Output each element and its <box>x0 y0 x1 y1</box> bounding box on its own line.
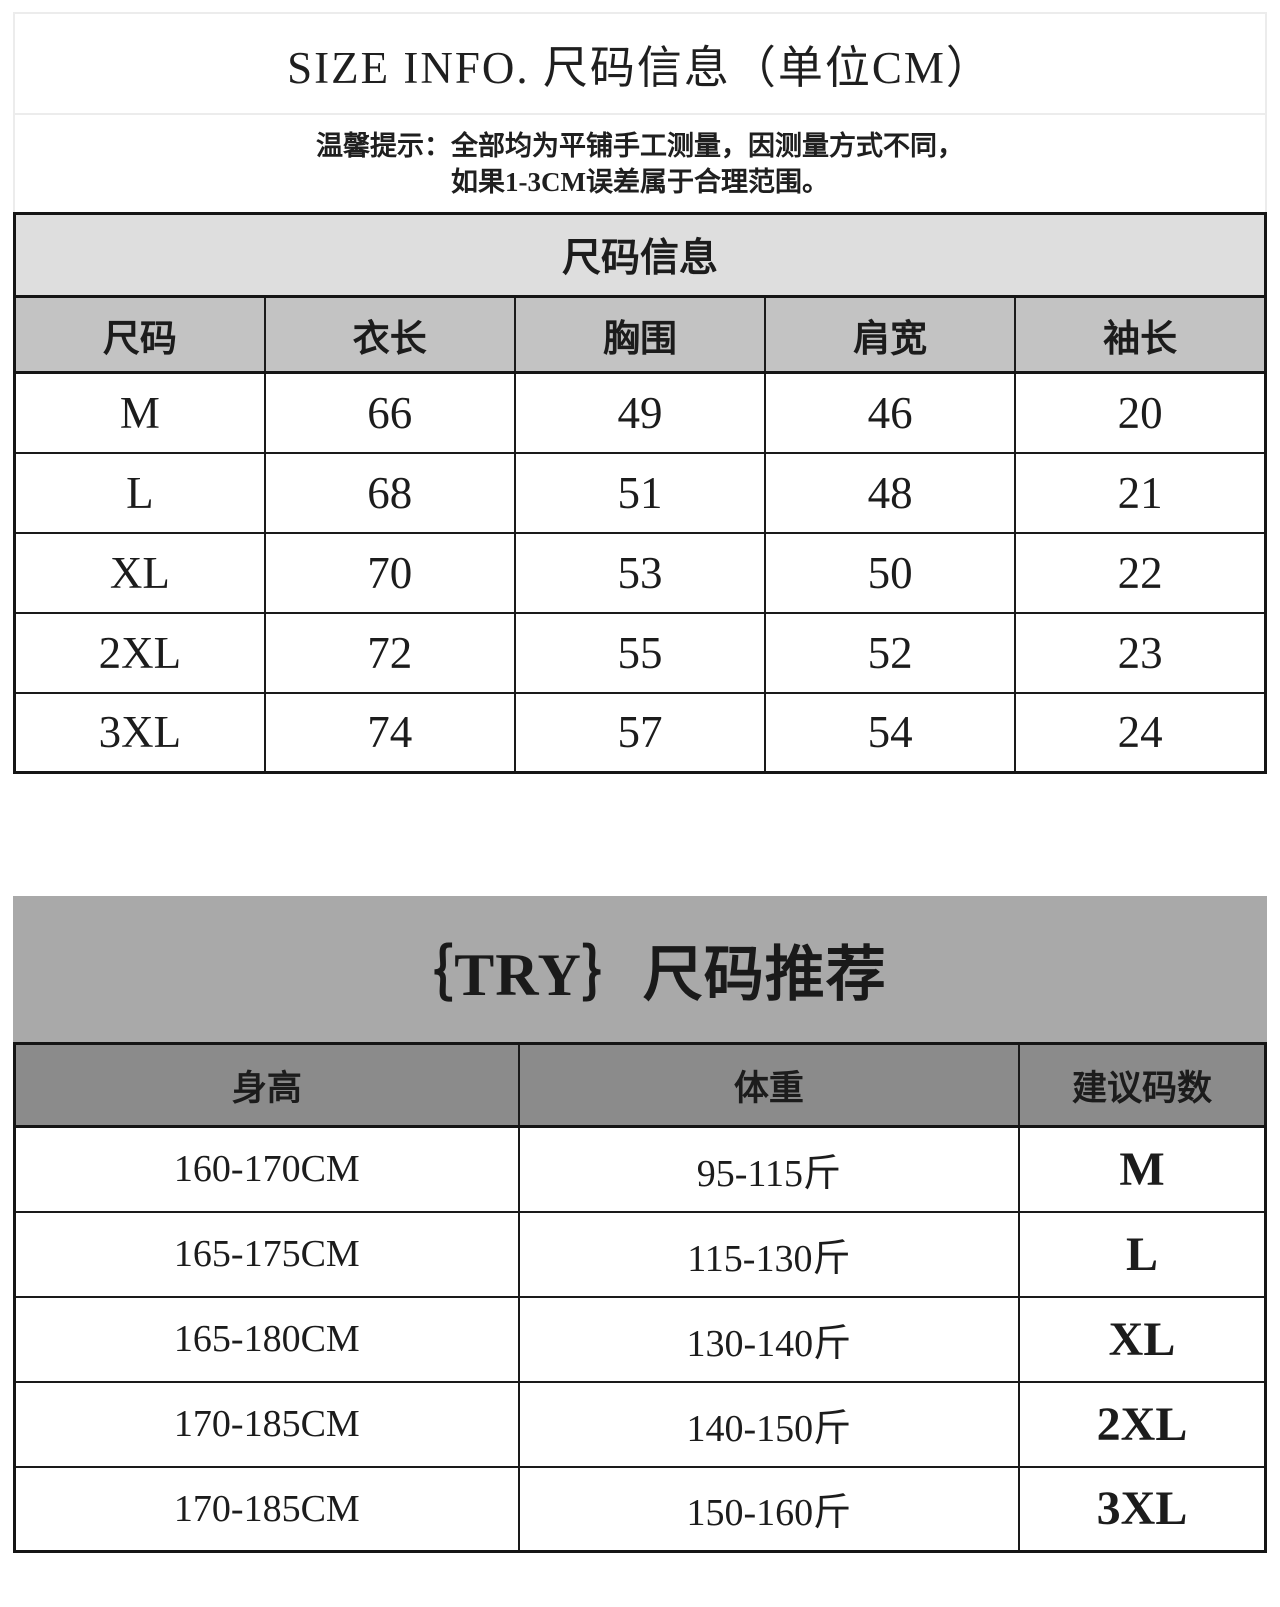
size-table-banner-row: 尺码信息 <box>13 212 1267 298</box>
recommended-size-cell: M <box>1018 1125 1267 1213</box>
length-value-cell: 72 <box>263 611 516 694</box>
size-col-header: 尺码 <box>13 295 266 374</box>
size-recommend-table: 身高 体重 建议码数 160-170CM 95-115斤 M 165-175CM… <box>13 1042 1267 1553</box>
weight-cell: 130-140斤 <box>517 1295 1021 1383</box>
weight-col-header: 体重 <box>517 1042 1021 1128</box>
chest-value-cell: 51 <box>513 451 767 534</box>
table-row: 170-185CM 150-160斤 3XL <box>13 1465 1267 1553</box>
shoulder-value-cell: 54 <box>764 691 1017 774</box>
height-cell: 165-180CM <box>13 1295 520 1383</box>
size-label-cell: M <box>13 371 266 454</box>
length-value-cell: 66 <box>263 371 516 454</box>
weight-cell: 115-130斤 <box>517 1210 1021 1298</box>
table-row: 160-170CM 95-115斤 M <box>13 1125 1267 1213</box>
shoulder-value-cell: 48 <box>764 451 1017 534</box>
length-col-header: 衣长 <box>263 295 516 374</box>
chest-col-header: 胸围 <box>513 295 767 374</box>
measure-tip-line2: 如果1-3CM误差属于合理范围。 <box>451 166 829 197</box>
sleeve-col-header: 袖长 <box>1014 295 1267 374</box>
shoulder-value-cell: 50 <box>764 531 1017 614</box>
height-cell: 170-185CM <box>13 1380 520 1468</box>
shoulder-value-cell: 46 <box>764 371 1017 454</box>
size-label-cell: 3XL <box>13 691 266 774</box>
size-info-table: 尺码信息 尺码 衣长 胸围 肩宽 袖长 M 66 49 46 20 L 68 5… <box>13 212 1267 774</box>
sleeve-value-cell: 22 <box>1014 531 1267 614</box>
header-box: SIZE INFO. 尺码信息（单位CM） 温馨提示：全部均为平铺手工测量，因测… <box>13 12 1267 212</box>
recommended-size-cell: 3XL <box>1018 1465 1267 1553</box>
chest-value-cell: 57 <box>513 691 767 774</box>
sleeve-value-cell: 24 <box>1014 691 1267 774</box>
height-col-header: 身高 <box>13 1042 520 1128</box>
table-row: M 66 49 46 20 <box>13 371 1267 454</box>
weight-cell: 140-150斤 <box>517 1380 1021 1468</box>
length-value-cell: 68 <box>263 451 516 534</box>
recommend-table-header-row: 身高 体重 建议码数 <box>13 1042 1267 1128</box>
title-row: SIZE INFO. 尺码信息（单位CM） <box>15 14 1265 115</box>
size-table-banner: 尺码信息 <box>13 212 1267 298</box>
sleeve-value-cell: 20 <box>1014 371 1267 454</box>
size-label-cell: L <box>13 451 266 534</box>
spacer <box>13 774 1267 896</box>
recommended-size-cell: XL <box>1018 1295 1267 1383</box>
size-info-page: SIZE INFO. 尺码信息（单位CM） 温馨提示：全部均为平铺手工测量，因测… <box>13 12 1267 1553</box>
size-table-header-row: 尺码 衣长 胸围 肩宽 袖长 <box>13 295 1267 374</box>
recommended-size-cell: L <box>1018 1210 1267 1298</box>
recommended-size-cell: 2XL <box>1018 1380 1267 1468</box>
length-value-cell: 74 <box>263 691 516 774</box>
table-row: XL 70 53 50 22 <box>13 531 1267 614</box>
height-cell: 165-175CM <box>13 1210 520 1298</box>
recommended-size-col-header: 建议码数 <box>1018 1042 1267 1128</box>
chest-value-cell: 55 <box>513 611 767 694</box>
height-cell: 160-170CM <box>13 1125 520 1213</box>
weight-cell: 150-160斤 <box>517 1465 1021 1553</box>
table-row: 170-185CM 140-150斤 2XL <box>13 1380 1267 1468</box>
measure-tip: 温馨提示：全部均为平铺手工测量，因测量方式不同， 如果1-3CM误差属于合理范围… <box>15 115 1265 212</box>
size-label-cell: XL <box>13 531 266 614</box>
size-label-cell: 2XL <box>13 611 266 694</box>
table-row: 165-180CM 130-140斤 XL <box>13 1295 1267 1383</box>
shoulder-col-header: 肩宽 <box>764 295 1017 374</box>
page-title: SIZE INFO. 尺码信息（单位CM） <box>287 43 993 93</box>
weight-cell: 95-115斤 <box>517 1125 1021 1213</box>
length-value-cell: 70 <box>263 531 516 614</box>
shoulder-value-cell: 52 <box>764 611 1017 694</box>
table-row: L 68 51 48 21 <box>13 451 1267 534</box>
recommend-banner: ｛TRY｝尺码推荐 <box>13 896 1267 1042</box>
table-row: 2XL 72 55 52 23 <box>13 611 1267 694</box>
sleeve-value-cell: 21 <box>1014 451 1267 534</box>
chest-value-cell: 53 <box>513 531 767 614</box>
chest-value-cell: 49 <box>513 371 767 454</box>
table-row: 3XL 74 57 54 24 <box>13 691 1267 774</box>
table-row: 165-175CM 115-130斤 L <box>13 1210 1267 1298</box>
sleeve-value-cell: 23 <box>1014 611 1267 694</box>
measure-tip-line1: 温馨提示：全部均为平铺手工测量，因测量方式不同， <box>316 130 964 161</box>
height-cell: 170-185CM <box>13 1465 520 1553</box>
